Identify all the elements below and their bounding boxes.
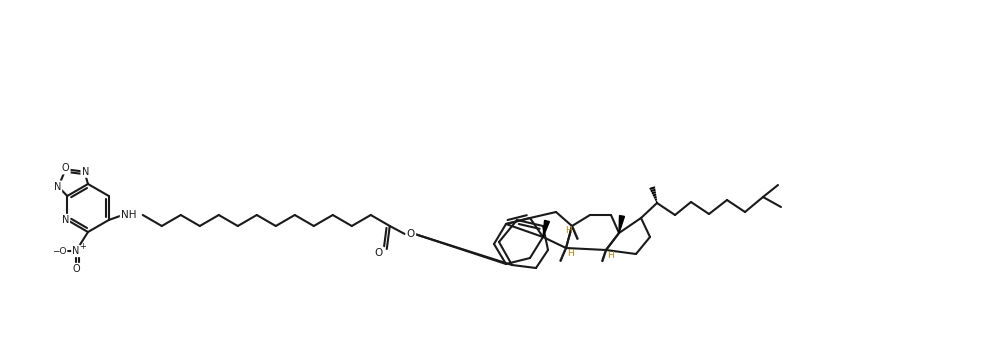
Text: −O: −O: [52, 246, 66, 255]
Polygon shape: [543, 220, 549, 237]
Text: O: O: [407, 229, 415, 239]
Text: O: O: [72, 264, 80, 274]
Text: H: H: [566, 249, 573, 259]
Text: N: N: [62, 215, 69, 225]
Text: O: O: [62, 163, 70, 173]
Text: N: N: [54, 181, 61, 192]
Text: NH: NH: [121, 210, 137, 220]
Text: N: N: [73, 246, 80, 256]
Text: O: O: [375, 248, 383, 258]
Text: H: H: [606, 252, 613, 261]
Text: N: N: [82, 167, 89, 177]
Text: H: H: [564, 226, 571, 235]
Text: +: +: [80, 242, 87, 251]
Polygon shape: [619, 215, 624, 233]
